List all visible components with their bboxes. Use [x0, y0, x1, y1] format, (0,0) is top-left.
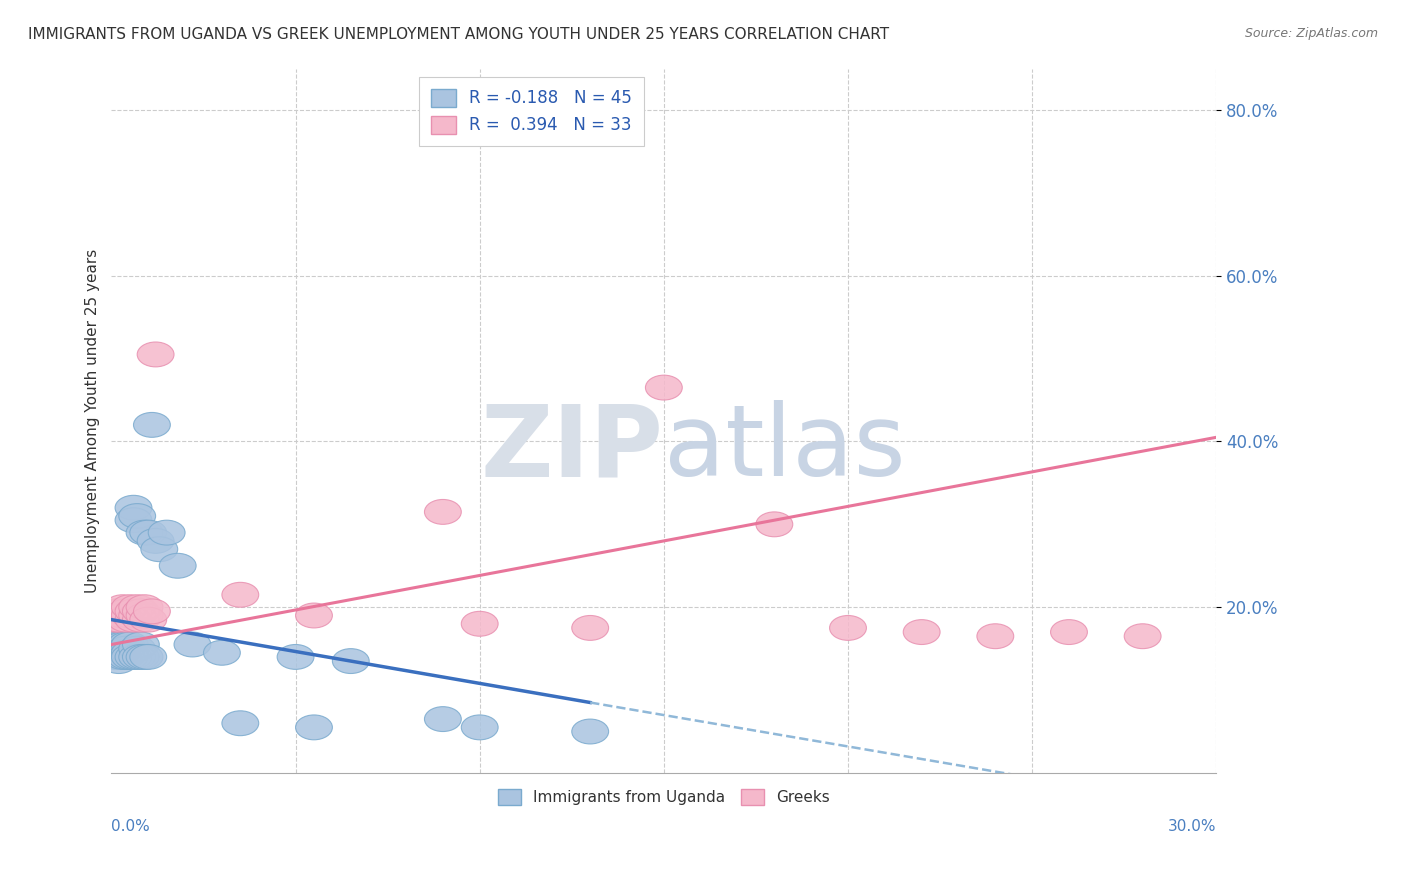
Ellipse shape: [104, 645, 141, 669]
Ellipse shape: [122, 607, 159, 632]
Ellipse shape: [222, 711, 259, 736]
Text: ZIP: ZIP: [481, 401, 664, 498]
Ellipse shape: [108, 636, 145, 661]
Ellipse shape: [222, 582, 259, 607]
Y-axis label: Unemployment Among Youth under 25 years: Unemployment Among Youth under 25 years: [86, 249, 100, 593]
Ellipse shape: [204, 640, 240, 665]
Ellipse shape: [756, 512, 793, 537]
Ellipse shape: [425, 706, 461, 731]
Ellipse shape: [129, 645, 167, 669]
Ellipse shape: [174, 632, 211, 657]
Ellipse shape: [104, 603, 141, 628]
Text: 30.0%: 30.0%: [1168, 819, 1216, 833]
Ellipse shape: [830, 615, 866, 640]
Ellipse shape: [108, 645, 145, 669]
Ellipse shape: [977, 624, 1014, 648]
Ellipse shape: [134, 599, 170, 624]
Ellipse shape: [97, 628, 134, 653]
Ellipse shape: [108, 607, 145, 632]
Ellipse shape: [138, 528, 174, 553]
Ellipse shape: [118, 645, 156, 669]
Ellipse shape: [118, 636, 156, 661]
Ellipse shape: [104, 640, 141, 665]
Ellipse shape: [122, 599, 159, 624]
Ellipse shape: [461, 715, 498, 739]
Legend: Immigrants from Uganda, Greeks: Immigrants from Uganda, Greeks: [489, 780, 839, 814]
Ellipse shape: [111, 595, 148, 620]
Ellipse shape: [97, 599, 134, 624]
Ellipse shape: [115, 645, 152, 669]
Ellipse shape: [115, 495, 152, 520]
Ellipse shape: [277, 645, 314, 669]
Text: 0.0%: 0.0%: [111, 819, 150, 833]
Ellipse shape: [118, 504, 156, 528]
Ellipse shape: [111, 640, 148, 665]
Ellipse shape: [108, 599, 145, 624]
Ellipse shape: [1125, 624, 1161, 648]
Ellipse shape: [100, 645, 138, 669]
Ellipse shape: [572, 615, 609, 640]
Text: atlas: atlas: [664, 401, 905, 498]
Ellipse shape: [108, 632, 145, 657]
Ellipse shape: [295, 603, 332, 628]
Ellipse shape: [159, 553, 195, 578]
Ellipse shape: [148, 520, 186, 545]
Ellipse shape: [111, 632, 148, 657]
Ellipse shape: [111, 645, 148, 669]
Ellipse shape: [115, 508, 152, 533]
Ellipse shape: [118, 595, 156, 620]
Ellipse shape: [115, 599, 152, 624]
Ellipse shape: [127, 645, 163, 669]
Ellipse shape: [129, 607, 167, 632]
Ellipse shape: [100, 640, 138, 665]
Ellipse shape: [141, 537, 177, 562]
Ellipse shape: [122, 645, 159, 669]
Ellipse shape: [118, 603, 156, 628]
Ellipse shape: [127, 603, 163, 628]
Ellipse shape: [97, 607, 134, 632]
Ellipse shape: [100, 648, 138, 673]
Ellipse shape: [100, 632, 138, 657]
Ellipse shape: [104, 595, 141, 620]
Ellipse shape: [100, 607, 138, 632]
Ellipse shape: [127, 595, 163, 620]
Ellipse shape: [108, 640, 145, 665]
Ellipse shape: [122, 632, 159, 657]
Ellipse shape: [645, 376, 682, 400]
Ellipse shape: [129, 520, 167, 545]
Ellipse shape: [115, 607, 152, 632]
Ellipse shape: [104, 636, 141, 661]
Ellipse shape: [100, 636, 138, 661]
Ellipse shape: [295, 715, 332, 739]
Ellipse shape: [138, 342, 174, 367]
Ellipse shape: [1050, 620, 1087, 645]
Text: Source: ZipAtlas.com: Source: ZipAtlas.com: [1244, 27, 1378, 40]
Ellipse shape: [903, 620, 941, 645]
Ellipse shape: [104, 632, 141, 657]
Ellipse shape: [111, 603, 148, 628]
Ellipse shape: [100, 599, 138, 624]
Ellipse shape: [572, 719, 609, 744]
Ellipse shape: [97, 645, 134, 669]
Ellipse shape: [134, 412, 170, 437]
Ellipse shape: [425, 500, 461, 524]
Ellipse shape: [461, 611, 498, 636]
Ellipse shape: [97, 632, 134, 657]
Ellipse shape: [332, 648, 370, 673]
Text: IMMIGRANTS FROM UGANDA VS GREEK UNEMPLOYMENT AMONG YOUTH UNDER 25 YEARS CORRELAT: IMMIGRANTS FROM UGANDA VS GREEK UNEMPLOY…: [28, 27, 889, 42]
Ellipse shape: [127, 520, 163, 545]
